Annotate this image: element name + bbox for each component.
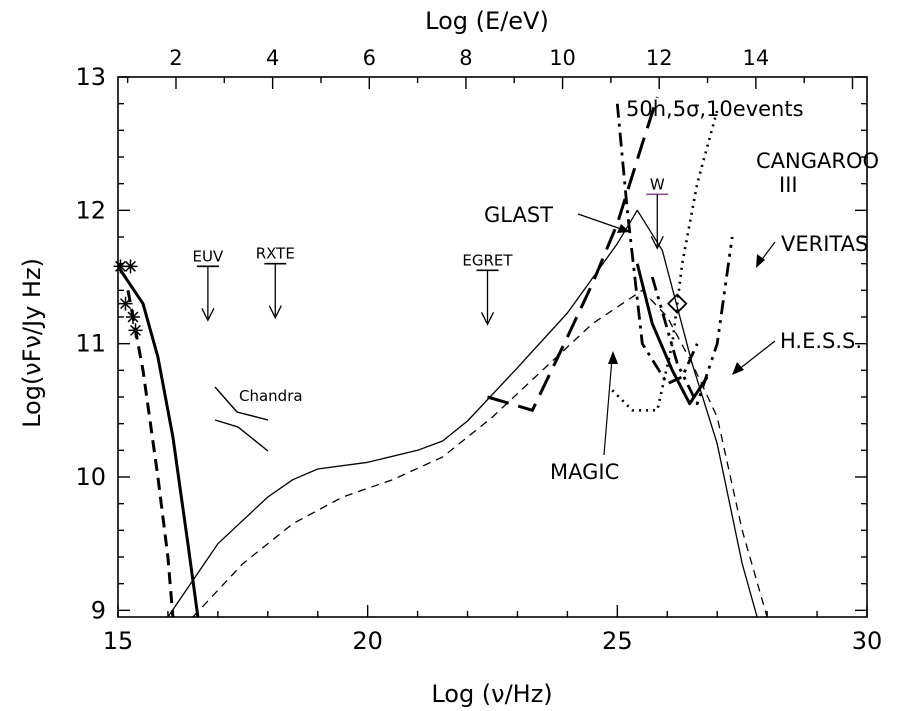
veritas-arrowhead <box>756 254 765 268</box>
star-marker <box>118 296 133 311</box>
sed-curve-4 <box>192 289 768 617</box>
x-tick-label: 30 <box>852 627 883 655</box>
diamond-marker <box>666 293 688 314</box>
h-e-s-s-curve <box>635 263 709 406</box>
egret-limit-label: EGRET <box>462 251 513 269</box>
veritas-label: VERITAS <box>781 232 868 256</box>
sensitivity-label: 50h,5σ,10events <box>626 97 804 121</box>
egret-limit-arrowhead <box>480 312 495 326</box>
x-tick-label: 20 <box>352 627 383 655</box>
annotation-arrows <box>577 213 776 456</box>
w-limit-label: W <box>650 175 665 193</box>
sed-curve-3 <box>167 209 758 617</box>
y-tick-label: 11 <box>75 330 106 358</box>
optical-points <box>113 259 143 338</box>
glast-arrowhead <box>617 224 630 233</box>
top-axis-title: Log (E/eV) <box>425 7 549 35</box>
top-tick-label: 10 <box>549 46 576 70</box>
curves <box>118 96 768 617</box>
w-limit-arrowhead <box>650 236 664 250</box>
x-axis-title: Log (ν/Hz) <box>431 680 552 708</box>
sed-curve-1 <box>118 265 200 617</box>
upper-limits: EUV RXTE EGRET W <box>193 175 669 326</box>
y-tick-label: 10 <box>75 463 106 491</box>
magic-arrowhead <box>608 351 618 364</box>
glast-label: GLAST <box>484 203 553 227</box>
euv-limit-label: EUV <box>193 247 224 265</box>
veritas-curve <box>650 236 734 406</box>
euv-limit-arrowhead <box>201 308 215 322</box>
plot-frame <box>117 76 868 618</box>
rxte-limit-label: RXTE <box>256 245 295 263</box>
top-tick-label: 14 <box>742 46 769 70</box>
x-tick-label: 15 <box>103 627 134 655</box>
top-tick-label: 4 <box>266 46 279 70</box>
magic-label: MAGIC <box>550 460 619 484</box>
star-marker <box>125 310 140 324</box>
star-marker <box>123 259 138 274</box>
cangaroo-label-2: III <box>779 173 798 197</box>
magic-curve <box>615 103 699 386</box>
y-tick-label: 12 <box>75 196 106 224</box>
top-tick-label: 2 <box>169 46 182 70</box>
top-axis-ticks: 2 4 6 8 10 12 14 <box>126 46 854 89</box>
y-axis-ticks: 9 10 11 12 13 <box>75 63 867 624</box>
top-tick-label: 8 <box>459 46 472 70</box>
star-marker <box>128 323 143 338</box>
hess-label: H.E.S.S. <box>780 329 862 353</box>
chandra-label: Chandra <box>239 387 303 405</box>
top-tick-label: 12 <box>646 46 673 70</box>
hess-arrowhead <box>732 362 744 375</box>
x-axis-ticks: 15 20 25 30 <box>103 605 883 655</box>
y-tick-label: 9 <box>91 596 106 624</box>
glast-curve <box>487 96 659 412</box>
x-tick-label: 25 <box>602 627 633 655</box>
sed-curve-2 <box>126 290 175 617</box>
rxte-limit-arrowhead <box>268 305 282 320</box>
y-tick-label: 13 <box>75 63 106 91</box>
top-tick-label: 6 <box>363 46 376 70</box>
y-axis-title: Log(νFν/Jy Hz) <box>18 258 46 428</box>
cangaroo-iii-curve <box>611 109 719 412</box>
diamond-point <box>666 293 688 314</box>
chandra-bowtie <box>214 386 269 452</box>
cangaroo-label-1: CANGAROO <box>756 149 879 173</box>
